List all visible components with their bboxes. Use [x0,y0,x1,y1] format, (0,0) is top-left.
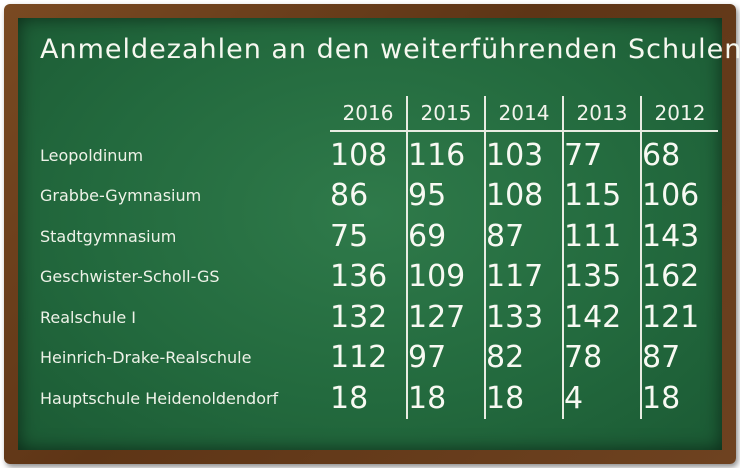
table-cell: 132 [330,299,388,335]
column-header: 2014 [484,96,563,132]
header-row: 2016 2015 2014 2013 2012 [40,96,718,132]
column-header: 2015 [406,96,485,132]
row-label: Hauptschule Heidenoldendorf [40,388,279,408]
table-row: Leopoldinum 108 116 103 77 68 [40,131,718,176]
table-cell: 109 [406,256,485,297]
table-row: Realschule I 132 127 133 142 121 [40,297,718,338]
table-cell: 18 [406,378,485,419]
table-cell: 106 [640,175,718,216]
chalkboard: Anmeldezahlen an den weiterführenden Sch… [18,18,740,450]
table-cell: 136 [330,259,388,295]
table-cell: 143 [640,216,718,257]
row-label: Leopoldinum [40,145,144,165]
column-header: 2016 [330,96,407,132]
chart-title: Anmeldezahlen an den weiterführenden Sch… [40,34,740,65]
table-cell: 97 [406,337,485,378]
table-cell: 127 [406,297,485,338]
table-cell: 69 [406,216,485,257]
table-cell: 117 [484,256,563,297]
row-label: Stadtgymnasium [40,226,177,246]
table-row: Heinrich-Drake-Realschule 112 97 82 78 87 [40,337,718,378]
table-cell: 87 [484,216,563,257]
table-cell: 103 [484,131,563,176]
table-cell: 75 [330,218,369,254]
row-label: Heinrich-Drake-Realschule [40,348,252,368]
table-cell: 95 [406,175,485,216]
column-header: 2013 [562,96,641,132]
table-cell: 112 [330,340,388,376]
table-cell: 116 [406,131,485,176]
table-cell: 111 [562,216,641,257]
table-cell: 133 [484,297,563,338]
chalkboard-frame: Anmeldezahlen an den weiterführenden Sch… [4,4,740,464]
table-body: Leopoldinum 108 116 103 77 68 Grabbe-Gymnasium… [40,131,718,419]
table-row: Geschwister-Scholl-GS 136 109 117 135 162 [40,256,718,297]
table-row: Hauptschule Heidenoldendorf 18 18 18 4 18 [40,378,718,419]
table-cell: 82 [484,337,563,378]
row-label: Grabbe-Gymnasium [40,186,202,206]
table-cell: 108 [484,175,563,216]
table-cell: 68 [640,131,718,176]
table-cell: 108 [330,138,388,174]
data-table: 2016 2015 2014 2013 2012 Leopoldinum 108 1… [40,96,718,419]
table-cell: 115 [562,175,641,216]
column-header: 2012 [640,96,718,132]
table-cell: 78 [562,337,641,378]
table-cell: 162 [640,256,718,297]
table-cell: 4 [562,378,641,419]
table-cell: 18 [484,378,563,419]
row-label: Realschule I [40,307,136,327]
table-cell: 135 [562,256,641,297]
table-cell: 121 [640,297,718,338]
table-cell: 86 [330,178,369,214]
header-corner [40,96,330,131]
table-cell: 142 [562,297,641,338]
row-label: Geschwister-Scholl-GS [40,267,220,287]
table-cell: 18 [640,378,718,419]
table-row: Grabbe-Gymnasium 86 95 108 115 106 [40,175,718,216]
table-cell: 77 [562,131,641,176]
table-cell: 87 [640,337,718,378]
table-row: Stadtgymnasium 75 69 87 111 143 [40,216,718,257]
table-cell: 18 [330,380,369,416]
